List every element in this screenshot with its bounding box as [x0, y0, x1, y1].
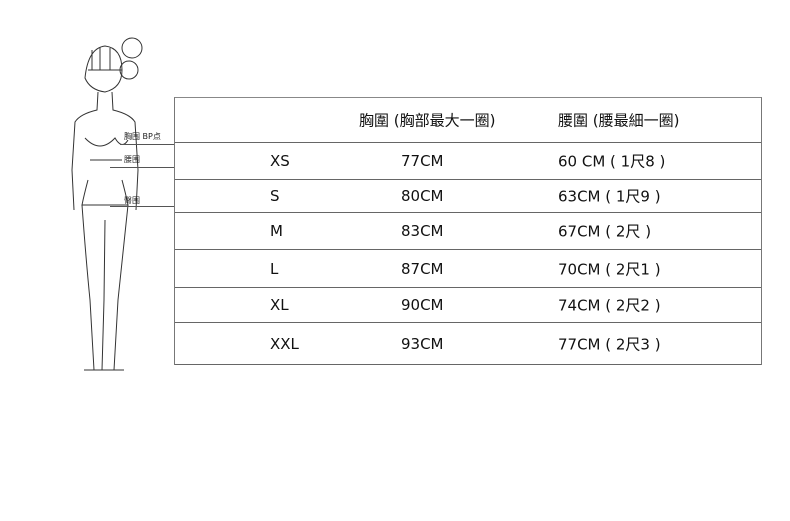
chest-measure-line [120, 144, 174, 145]
size-chart-table: 胸圍 (胸部最大一圈) 腰圍 (腰最細一圈) XS 77CM 60 CM ( 1… [174, 97, 762, 365]
waist-cell: 77CM ( 2尺3 ) [558, 335, 661, 353]
waist-cell: 63CM ( 1尺9 ) [558, 187, 661, 206]
chest-cell: 83CM [401, 222, 444, 240]
chest-cell: 87CM [401, 259, 444, 278]
table-row: XXL 93CM 77CM ( 2尺3 ) [175, 323, 761, 365]
waist-cell: 74CM ( 2尺2 ) [558, 296, 661, 315]
table-row: S 80CM 63CM ( 1尺9 ) [175, 180, 761, 213]
waist-measure-line [110, 167, 174, 168]
body-figure-illustration [60, 30, 190, 380]
table-row: XL 90CM 74CM ( 2尺2 ) [175, 288, 761, 323]
header-row: 胸圍 (胸部最大一圈) 腰圍 (腰最細一圈) [175, 98, 761, 143]
waist-measure-label: 腰围 [124, 155, 140, 164]
size-cell: L [270, 259, 279, 278]
waist-header: 腰圍 (腰最細一圈) [558, 111, 680, 130]
chest-cell: 93CM [401, 334, 444, 353]
waist-cell: 60 CM ( 1尺8 ) [558, 152, 666, 171]
size-cell: S [270, 187, 280, 205]
size-cell: XL [270, 296, 289, 314]
table-row: XS 77CM 60 CM ( 1尺8 ) [175, 143, 761, 180]
table-row: L 87CM 70CM ( 2尺1 ) [175, 250, 761, 288]
hip-measure-line [110, 206, 174, 207]
chest-cell: 77CM [401, 152, 444, 170]
size-cell: XS [270, 152, 290, 170]
table-row: M 83CM 67CM ( 2尺 ) [175, 213, 761, 250]
hip-measure-label: 臀围 [124, 196, 140, 205]
size-cell: M [270, 222, 283, 240]
chest-measure-label: 胸围 BP点 [124, 132, 161, 141]
chest-cell: 90CM [401, 296, 444, 314]
chest-header: 胸圍 (胸部最大一圈) [359, 111, 496, 130]
waist-cell: 67CM ( 2尺 ) [558, 222, 652, 241]
size-cell: XXL [270, 334, 299, 353]
waist-cell: 70CM ( 2尺1 ) [558, 260, 661, 278]
chest-cell: 80CM [401, 187, 444, 205]
